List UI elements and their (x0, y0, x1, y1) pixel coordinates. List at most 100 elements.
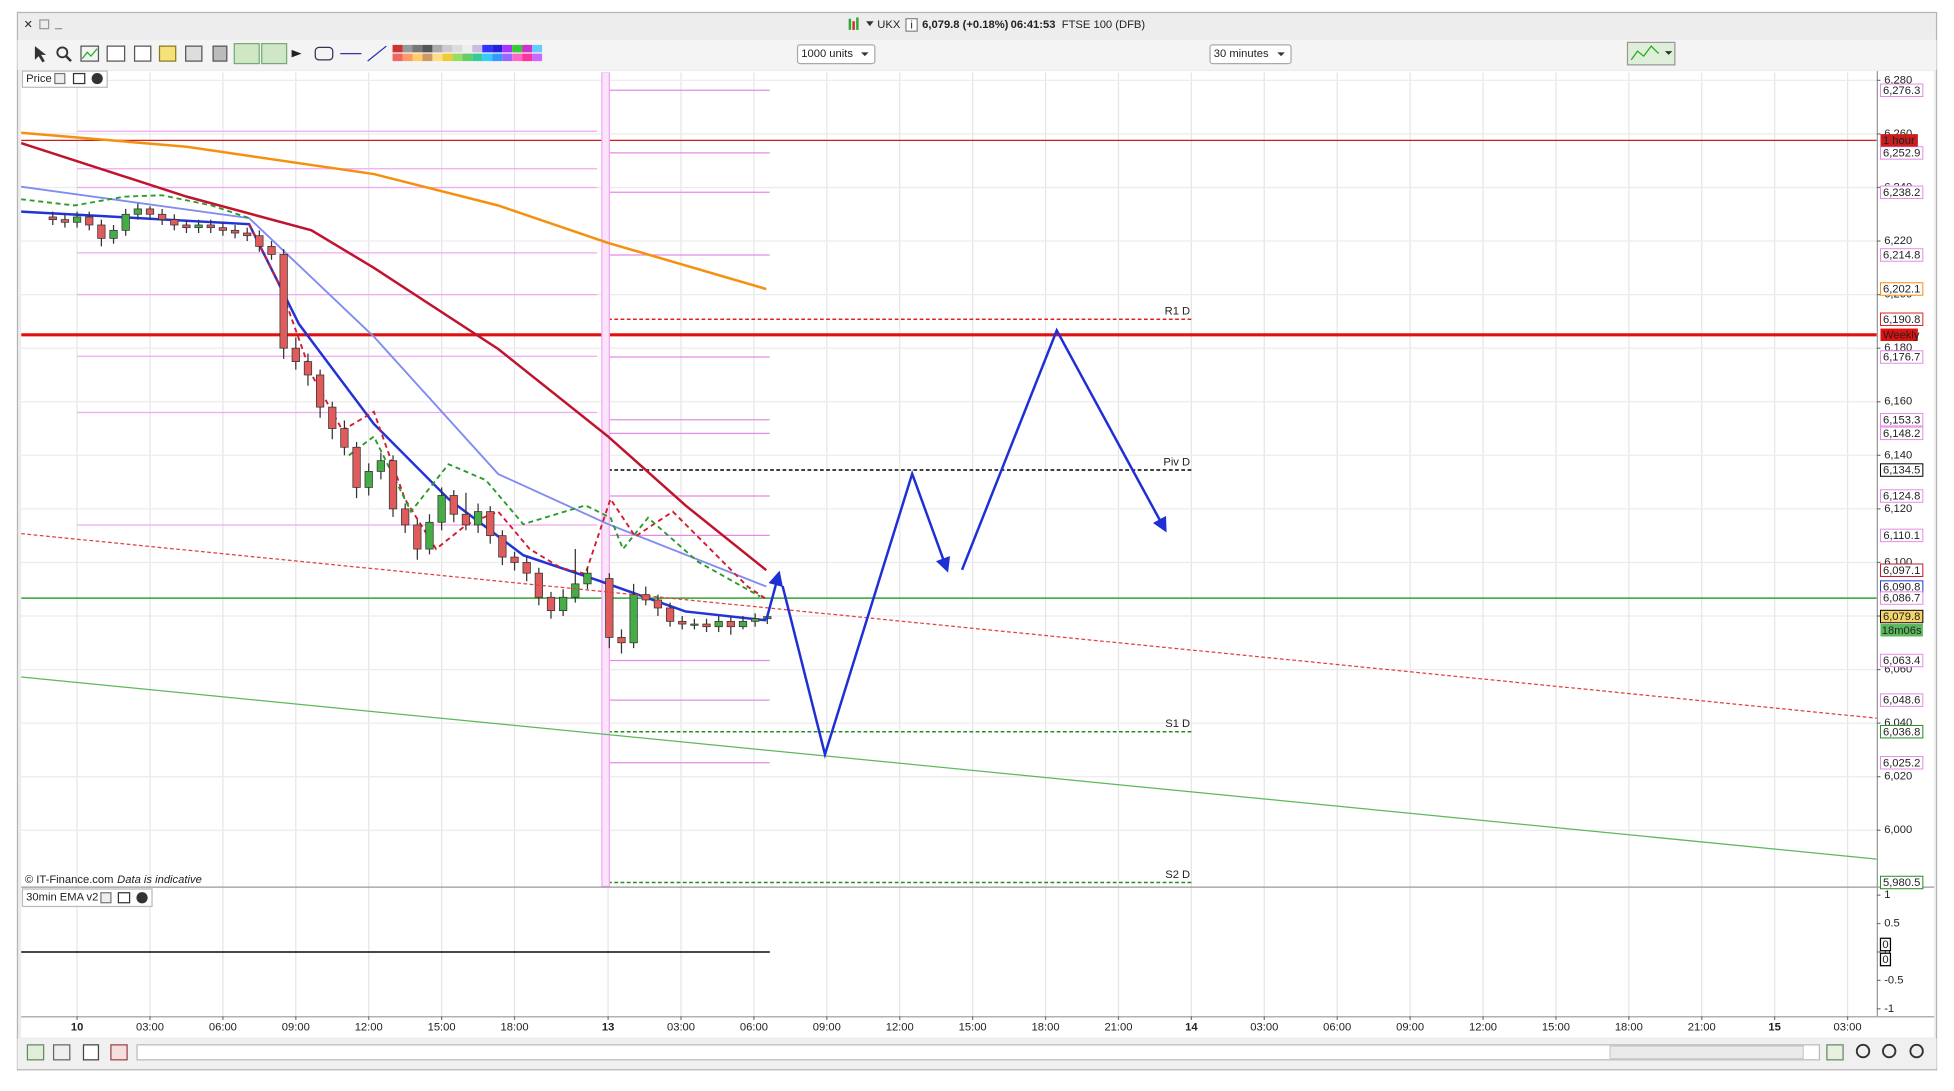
zoom-out-button[interactable] (1882, 1043, 1897, 1059)
symbol-dropdown[interactable] (866, 21, 874, 27)
text-tool[interactable] (133, 45, 152, 62)
arrow-tool[interactable] (291, 49, 302, 58)
scroll-thumb[interactable] (1609, 1045, 1804, 1060)
price-label-box (1879, 83, 1924, 97)
candle-body (109, 229, 118, 239)
candle-body (413, 524, 422, 550)
last-value-label: 0 (1882, 954, 1888, 966)
candle-body (401, 508, 410, 526)
price-label: 6,202.1 (1883, 284, 1920, 296)
panel-settings[interactable] (54, 72, 66, 85)
forecast-arrow[interactable] (765, 570, 783, 621)
x-tick-label: 03:00 (1834, 1021, 1862, 1033)
forecast-arrow[interactable] (781, 469, 951, 759)
indicator-panel-title: 30min EMA v2 (26, 892, 98, 904)
alert-tool[interactable] (158, 45, 177, 62)
size-dropdown[interactable] (796, 44, 876, 65)
x-tick-label: 10 (71, 1021, 83, 1033)
y-tick-label: 6,020 (1884, 771, 1912, 783)
quote: 6,079.8 (+0.18%) (922, 19, 1009, 31)
x-tick-label: 15:00 (1542, 1021, 1570, 1033)
zoom-in-button[interactable] (1909, 1043, 1924, 1059)
candle-body (510, 556, 519, 563)
price-label-box (1879, 185, 1924, 200)
candle-body (340, 428, 349, 448)
candle-body (473, 511, 483, 526)
candle-body (255, 235, 264, 247)
countdown-box (1880, 624, 1923, 637)
x-tick-label: 09:00 (1396, 1021, 1424, 1033)
forecast-arrow[interactable] (960, 327, 1167, 571)
ray-tool[interactable] (367, 45, 387, 62)
candle-body (328, 406, 337, 429)
price-label-box (1879, 528, 1924, 543)
candle-body (48, 216, 57, 220)
indicator-menu[interactable] (1626, 41, 1676, 66)
price-label: 6,110.1 (1883, 530, 1920, 542)
candle-body (72, 216, 82, 223)
data-layer: R1 D Piv D S1 D S2 D (21, 72, 1877, 887)
candle-body (629, 594, 638, 644)
x-tick-label: 09:00 (282, 1021, 310, 1033)
panel-maximize[interactable] (117, 892, 131, 904)
candle-body (738, 620, 748, 628)
zoom-fit-button[interactable] (1855, 1043, 1871, 1059)
settings-tool[interactable] (185, 45, 203, 62)
autoscale-button[interactable] (1826, 1044, 1844, 1061)
candle-body (206, 224, 215, 229)
trend-line[interactable] (21, 533, 1877, 719)
x-tick-label: 06:00 (1323, 1021, 1351, 1033)
template-button[interactable] (110, 1044, 128, 1061)
restore-button[interactable] (39, 19, 50, 30)
pointer-tool[interactable] (34, 46, 47, 63)
size-value: 1000 units (801, 48, 853, 60)
layout-button[interactable] (52, 1044, 71, 1061)
chart-type-button[interactable] (26, 1044, 45, 1061)
info-icon-glyph: i (910, 20, 912, 32)
trend-line[interactable] (21, 676, 1877, 860)
delete-tool[interactable] (212, 45, 228, 62)
price-label-box (1879, 756, 1924, 770)
candle-body (486, 511, 495, 537)
candle-body (449, 495, 458, 515)
candle-body (291, 347, 300, 362)
x-tick-label: 12:00 (355, 1021, 383, 1033)
fib-tool[interactable] (106, 45, 126, 62)
y-tick-label: 0 (1884, 946, 1890, 958)
price-label: 6,148.2 (1883, 428, 1920, 440)
panel-close[interactable] (91, 72, 103, 85)
channel-tool[interactable] (261, 43, 288, 65)
x-tick-label: 18:00 (501, 1021, 529, 1033)
y-tick-label: 6,140 (1884, 449, 1912, 461)
shape-tool[interactable] (314, 46, 334, 61)
panel-maximize[interactable] (72, 72, 86, 85)
pivot-label: Piv D (1163, 457, 1190, 469)
x-tick-label: 15:00 (959, 1021, 987, 1033)
candle-body (641, 594, 650, 601)
candle-body (559, 596, 568, 612)
indicator-line (21, 194, 761, 598)
price-label-box (1879, 489, 1924, 503)
interval-value: 30 minutes (1214, 48, 1269, 60)
trendline-tool[interactable] (233, 43, 260, 65)
panel-settings[interactable] (100, 892, 112, 904)
toolbar-background (17, 39, 1937, 70)
print-button[interactable] (82, 1044, 100, 1061)
x-tick-label: 12:00 (1469, 1021, 1497, 1033)
zoom-tool[interactable] (56, 46, 69, 59)
interval-dropdown[interactable] (1209, 44, 1292, 65)
last-value-box (1879, 952, 1892, 967)
y-tick-label: 6,160 (1884, 396, 1912, 408)
color-swatches[interactable] (392, 44, 543, 62)
close-button[interactable]: ✕ (24, 19, 33, 31)
symbol[interactable]: UKX (877, 19, 901, 31)
source: © IT-Finance.com (25, 874, 114, 886)
price-label: 6,025.2 (1883, 757, 1920, 769)
x-tick-label: 03:00 (136, 1021, 164, 1033)
scrollbar[interactable] (136, 1044, 1821, 1061)
chart-tool[interactable] (80, 45, 100, 62)
panel-close[interactable] (136, 892, 148, 904)
info-icon[interactable] (905, 18, 918, 32)
candle-body (461, 513, 471, 526)
